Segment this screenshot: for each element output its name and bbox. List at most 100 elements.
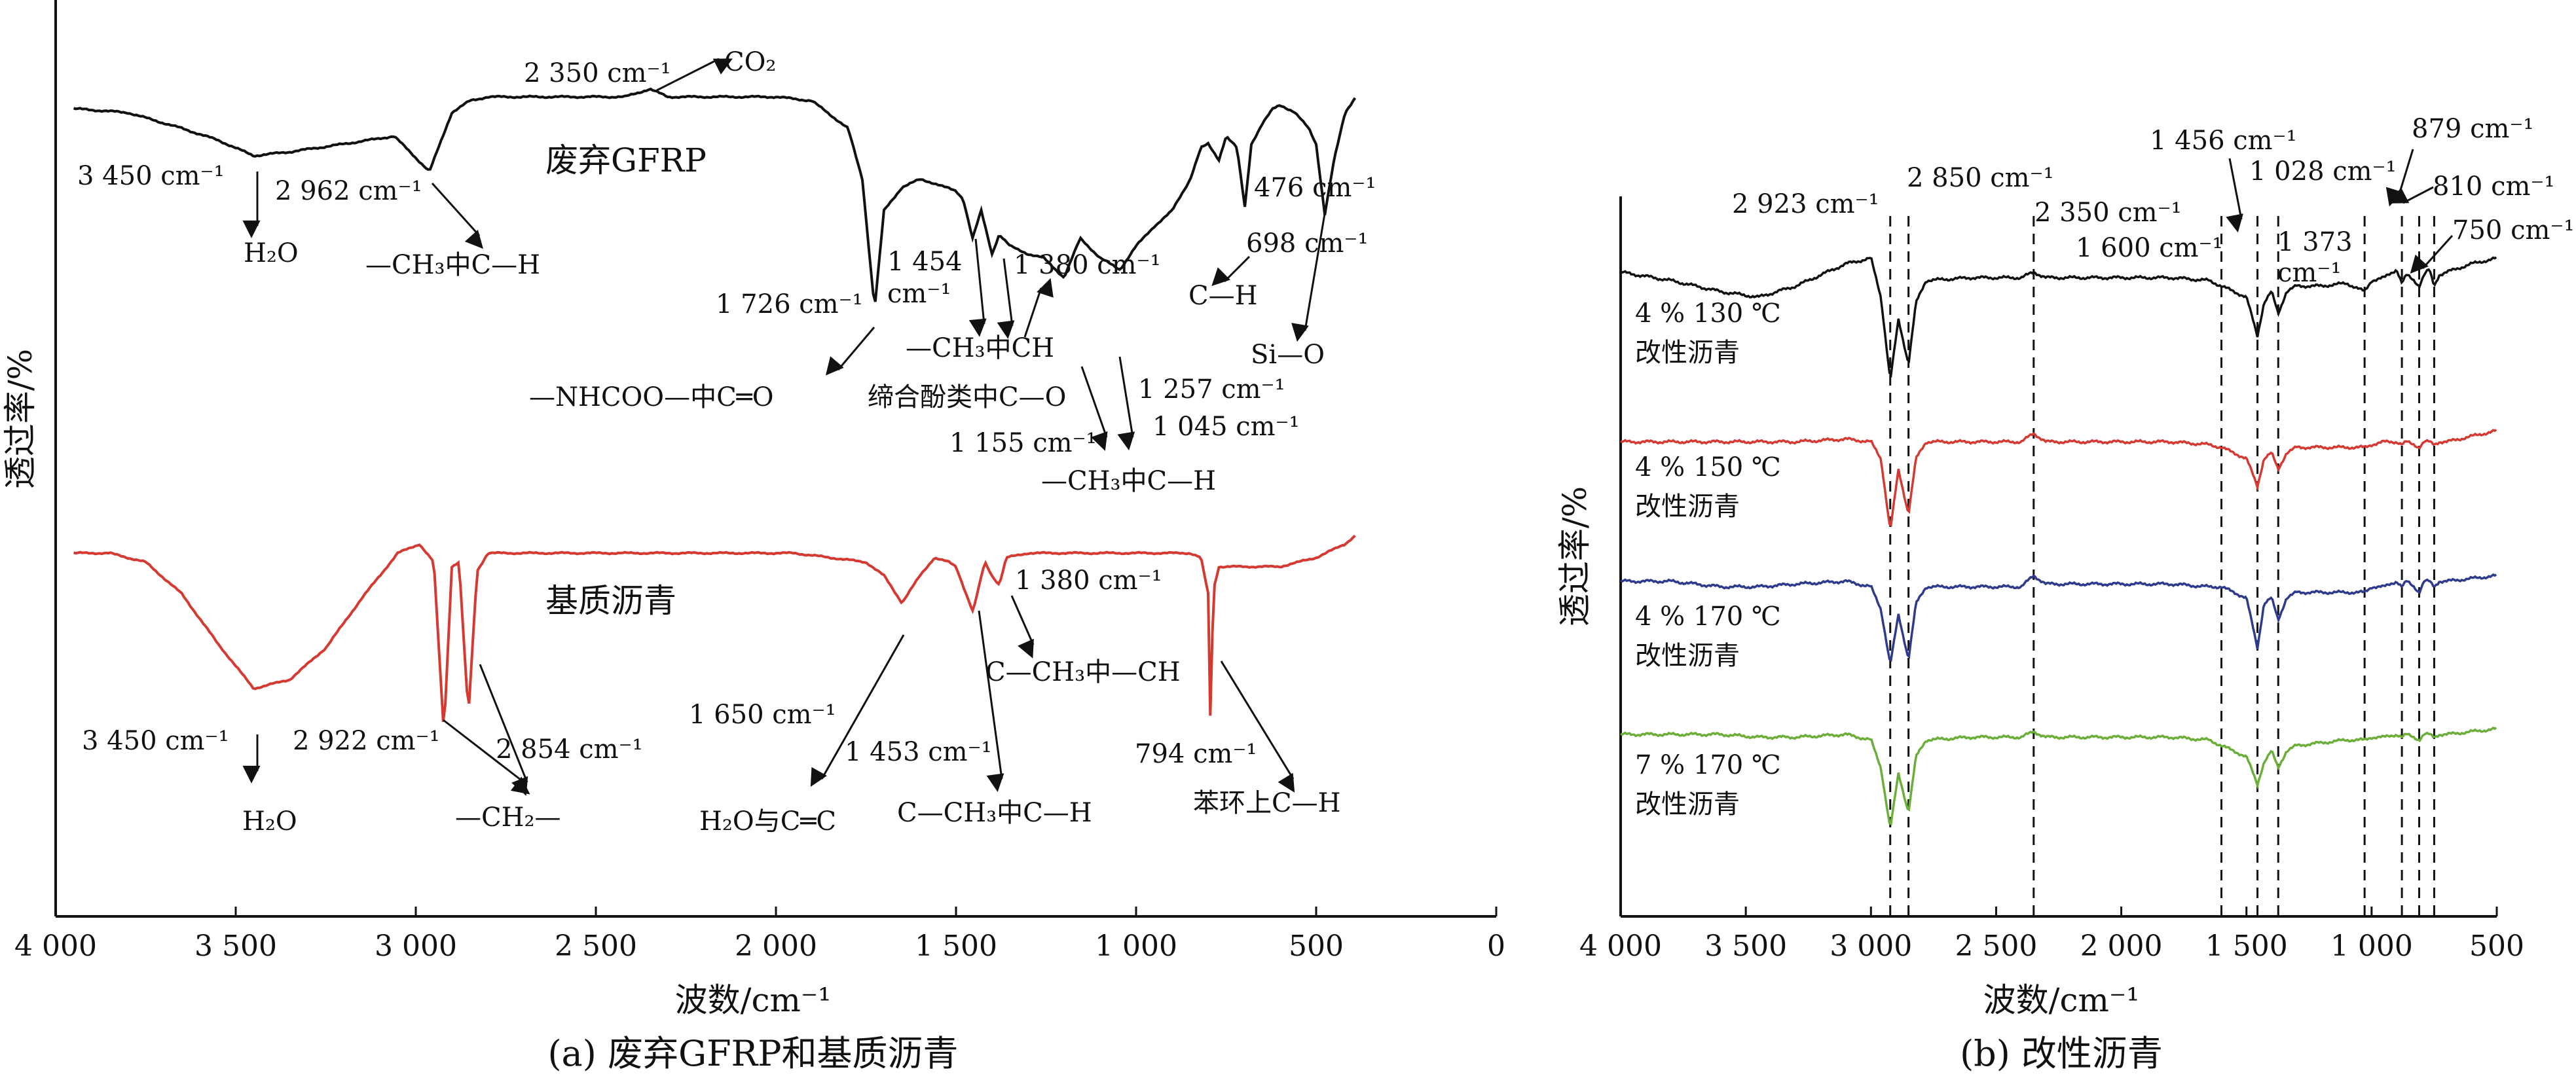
- panel-b-x-tick-label: 4 000: [1579, 929, 1662, 963]
- series-label-4pct-170-b: 改性沥青: [1635, 641, 1740, 671]
- annotation-gfrp-nhcoo: —NHCOO—中C═O: [529, 382, 774, 412]
- annotation-asphalt-aromatic: 苯环上C—H: [1193, 788, 1341, 818]
- annotation-co2-arrow: [656, 58, 733, 92]
- panel-b-x-tick-label: 500: [2469, 929, 2524, 963]
- annotation-asphalt-2854: 2 854 cm⁻¹: [496, 734, 643, 765]
- annotation-gfrp-1380: 1 380 cm⁻¹: [1014, 250, 1161, 280]
- ref-arrow-1456: [2226, 158, 2243, 233]
- annotation-gfrp-ch3ch: —CH₃中CH: [906, 333, 1054, 363]
- panel-a-x-tick-label: 4 000: [14, 929, 97, 963]
- annotation-co2-label: CO₂: [724, 47, 776, 77]
- annotation-asphalt-794: 794 cm⁻¹: [1135, 739, 1257, 769]
- panel-b-xlabel: 波数/cm⁻¹: [1983, 981, 2140, 1019]
- annotation-gfrp-1045: 1 045 cm⁻¹: [1152, 412, 1300, 442]
- annotation-gfrp-ch3: —CH₃中C—H: [365, 250, 540, 280]
- annotation-gfrp-sio: Si—O: [1251, 340, 1325, 370]
- panel-b-x-tick-label: 1 500: [2205, 929, 2288, 963]
- annotation-asphalt-3450: 3 450 cm⁻¹: [82, 726, 229, 756]
- panel-b-x-tick-label: 1 000: [2330, 929, 2413, 963]
- annotation-asphalt-cc: H₂O与C═C: [699, 806, 836, 837]
- panel-b-x-tick-label: 2 500: [1955, 929, 2037, 963]
- ref-label-2350: 2 350 cm⁻¹: [2034, 198, 2182, 228]
- ref-label-1028: 1 028 cm⁻¹: [2249, 156, 2397, 187]
- series-line-base-asphalt: [73, 534, 1356, 722]
- annotation-gfrp-2962: 2 962 cm⁻¹: [275, 176, 422, 206]
- asphalt-annotations: 3 450 cm⁻¹ H₂O 2 922 cm⁻¹ 2 854 cm⁻¹ —CH…: [82, 566, 1341, 837]
- panel-a-ticks: 4 000 3 500 3 000 2 500 2 000 1 500 1 000 500 0: [14, 907, 1505, 963]
- annotation-gfrp-1045-arrow: [1117, 356, 1135, 451]
- annotation-gfrp-ch3ch-b: —CH₃中C—H: [1041, 466, 1216, 496]
- panel-b-reference-labels: 2 923 cm⁻¹ 2 850 cm⁻¹ 2 350 cm⁻¹ 1 600 c…: [1732, 114, 2575, 288]
- ref-label-1373-unit: cm⁻¹: [2277, 258, 2341, 288]
- ref-arrow-810: [2389, 186, 2434, 204]
- ref-label-1456: 1 456 cm⁻¹: [2150, 126, 2297, 156]
- panel-b-ylabel: 透过率/%: [1556, 486, 1594, 626]
- annotation-gfrp-1726: 1 726 cm⁻¹: [716, 289, 863, 319]
- annotation-gfrp-1454-unit: cm⁻¹: [887, 279, 951, 309]
- ref-label-2850: 2 850 cm⁻¹: [1907, 163, 2054, 193]
- panel-b-reference-lines: [1889, 216, 2435, 916]
- annotation-gfrp-1380-arrow-a: [997, 258, 1015, 339]
- annotation-gfrp-1257: 1 257 cm⁻¹: [1138, 374, 1285, 405]
- annotation-gfrp-h2o: H₂O: [244, 238, 299, 268]
- annotation-gfrp-476: 476 cm⁻¹: [1254, 173, 1376, 203]
- annotation-gfrp-1155-arrow: [1080, 366, 1108, 451]
- panel-a-x-tick-label: 2 000: [735, 929, 817, 963]
- annotation-gfrp-1380-arrow-b: [1023, 278, 1054, 338]
- series-line-4pct-150: [1620, 429, 2497, 528]
- annotation-gfrp-698-arrow: [1211, 255, 1251, 287]
- annotation-asphalt-1650-arrow: [810, 634, 905, 787]
- series-label-4pct-170-a: 4 % 170 ℃: [1635, 602, 1781, 632]
- panel-a-x-tick-label: 3 500: [194, 929, 277, 963]
- series-line-waste-gfrp: [73, 87, 1357, 302]
- annotation-gfrp-2962-arrow: [431, 182, 483, 249]
- panel-a-x-tick-label: 1 500: [915, 929, 997, 963]
- ref-label-2923: 2 923 cm⁻¹: [1732, 189, 1879, 219]
- series-label-waste-gfrp: 废弃GFRP: [545, 141, 707, 179]
- ref-arrow-750: [2410, 234, 2454, 274]
- annotation-asphalt-1453-arrow: [978, 610, 1004, 792]
- panel-a-ylabel: 透过率/%: [1, 349, 39, 489]
- series-line-4pct-170: [1620, 573, 2497, 662]
- annotation-asphalt-1650: 1 650 cm⁻¹: [689, 700, 836, 730]
- annotation-gfrp-1726-arrow: [825, 327, 875, 376]
- series-label-7pct-170-a: 7 % 170 ℃: [1635, 750, 1781, 780]
- annotation-gfrp-3450: 3 450 cm⁻¹: [77, 161, 225, 191]
- gfrp-annotations: 2 350 cm⁻¹ CO₂ 3 450 cm⁻¹ H₂O 2 962 cm⁻¹…: [77, 47, 1376, 496]
- panel-a: 4 000 3 500 3 000 2 500 2 000 1 500 1 000 500 0 …: [1, 0, 1505, 1074]
- annotation-asphalt-1380: 1 380 cm⁻¹: [1015, 566, 1162, 596]
- panel-a-x-tick-label: 3 000: [375, 929, 457, 963]
- series-label-7pct-170-b: 改性沥青: [1635, 789, 1740, 820]
- series-line-7pct-170: [1620, 726, 2497, 826]
- series-line-4pct-130: [1620, 256, 2497, 378]
- series-label-4pct-150-a: 4 % 150 ℃: [1635, 452, 1781, 482]
- panel-b-x-tick-label: 2 000: [2080, 929, 2163, 963]
- annotation-asphalt-cch3: C—CH₃中C—H: [897, 798, 1092, 828]
- ref-label-1373-value: 1 373: [2277, 227, 2353, 257]
- annotation-asphalt-1380-arrow: [1010, 595, 1035, 658]
- panel-b-caption: (b) 改性沥青: [1960, 1033, 2163, 1074]
- annotation-asphalt-cch: C—CH₃中—CH: [985, 657, 1181, 687]
- panel-a-x-tick-label: 1 000: [1095, 929, 1177, 963]
- annotation-gfrp-1155: 1 155 cm⁻¹: [949, 428, 1097, 458]
- series-label-4pct-130-b: 改性沥青: [1635, 338, 1740, 368]
- annotation-asphalt-1453: 1 453 cm⁻¹: [845, 737, 992, 767]
- annotation-asphalt-2854-arrow: [479, 664, 528, 796]
- panel-b-ticks: 4 000 3 500 3 000 2 500 2 000 1 500 1 000 500: [1579, 907, 2524, 963]
- annotation-gfrp-phenol: 缔合酚类中C—O: [868, 382, 1066, 412]
- panel-b-x-tick-label: 3 500: [1704, 929, 1787, 963]
- annotation-asphalt-h2o: H₂O: [242, 806, 297, 837]
- ref-label-810: 810 cm⁻¹: [2433, 171, 2555, 202]
- ref-label-750: 750 cm⁻¹: [2452, 215, 2575, 245]
- panel-a-caption: (a) 废弃GFRP和基质沥青: [547, 1033, 958, 1074]
- panel-a-x-tick-label: 2 500: [555, 929, 637, 963]
- annotation-gfrp-ch: C—H: [1188, 281, 1258, 311]
- annotation-gfrp-1454-arrow: [968, 238, 987, 337]
- annotation-asphalt-ch2: —CH₂—: [455, 802, 561, 833]
- annotation-gfrp-476-arrow: [1291, 206, 1327, 342]
- panel-a-x-tick-label: 500: [1289, 929, 1344, 963]
- annotation-gfrp-698: 698 cm⁻¹: [1246, 228, 1369, 259]
- ref-label-879: 879 cm⁻¹: [2412, 114, 2534, 144]
- series-label-4pct-150-b: 改性沥青: [1635, 492, 1740, 522]
- annotation-co2-wavenumber: 2 350 cm⁻¹: [524, 58, 671, 88]
